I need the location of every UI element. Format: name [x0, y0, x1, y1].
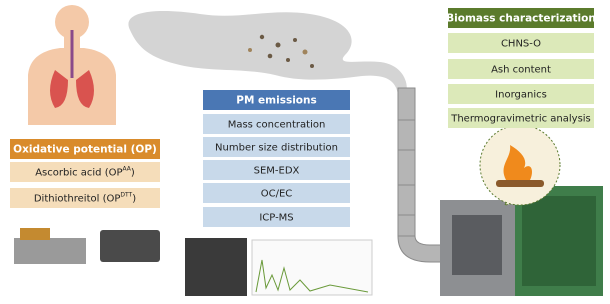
item-label: CHNS-O	[501, 39, 541, 50]
instrument-part	[20, 228, 50, 240]
stove-door	[452, 215, 502, 275]
item-label: Ash content	[491, 65, 551, 76]
item-text: Ascorbic acid (OP	[35, 168, 122, 179]
header-title: Oxidative potential (OP)	[13, 144, 157, 156]
chimney	[398, 88, 445, 262]
smoke	[128, 11, 406, 95]
item-label: SEM-EDX	[254, 166, 300, 177]
item-label: ICP-MS	[259, 213, 293, 224]
boiler-panel	[522, 196, 596, 286]
item-sup: DTT	[120, 191, 132, 198]
item-label: Ascorbic acid (OPAA)	[35, 165, 135, 179]
header-title: PM emissions	[236, 95, 317, 107]
header-title: Biomass characterization	[446, 13, 596, 25]
item-label: Number size distribution	[215, 143, 338, 154]
sem-image	[185, 238, 247, 296]
item-tail: )	[132, 194, 136, 205]
item-text: Dithiothreitol (OP	[34, 194, 121, 205]
plate-reader	[100, 230, 160, 262]
diagram: Biomass characterization CHNS-O Ash conten…	[0, 0, 610, 304]
item-label: Thermogravimetric analysis	[450, 114, 591, 125]
item-label: Mass concentration	[228, 120, 326, 131]
logs	[496, 180, 544, 187]
spectrum	[252, 240, 372, 295]
item-label: OC/EC	[261, 189, 293, 200]
instrument	[14, 238, 86, 264]
item-tail: )	[131, 168, 135, 179]
item-label: Inorganics	[495, 90, 547, 101]
